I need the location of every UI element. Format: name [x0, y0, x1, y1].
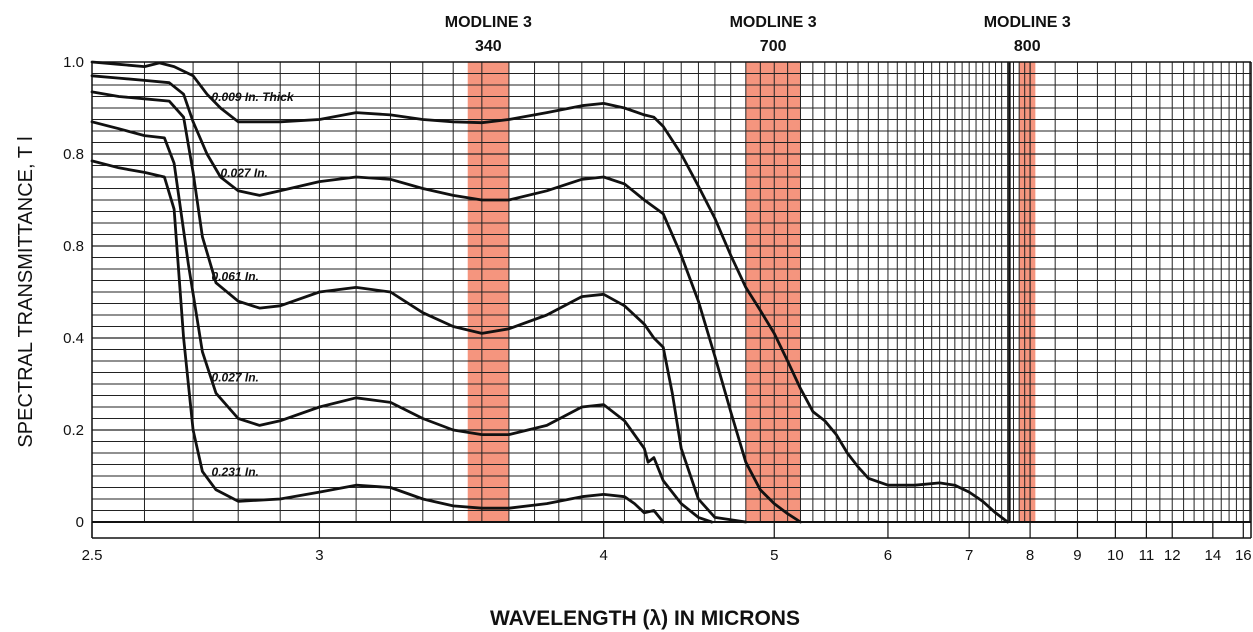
- y-tick-label-2: 0.8: [63, 146, 84, 163]
- band-2-label-line1: MODLINE 3: [730, 14, 817, 31]
- y-tick-label-1: 1.0: [63, 54, 84, 71]
- band-1-label-line2: 340: [475, 38, 502, 55]
- x-axis-title: WAVELENGTH (λ) IN MICRONS: [490, 607, 800, 630]
- series-line-4: [90, 120, 714, 524]
- series-label-3: 0.061 In.: [212, 270, 259, 284]
- x-tick-label-13: 16: [1235, 547, 1252, 564]
- series-label-5: 0.231 In.: [212, 465, 259, 479]
- x-tick-label-10: 11: [1139, 547, 1155, 564]
- ticks-layer: 2.5 3 4 5 6 7 8 9 10 11 12 14 16 1.0 0.8 0.8 0.4 0.2 0: [63, 54, 1251, 564]
- band-3-label-line1: MODLINE 3: [984, 14, 1071, 31]
- x-tick-label-6: 7: [965, 547, 973, 564]
- x-tick-label-8: 9: [1073, 547, 1081, 564]
- y-tick-label-6: 0: [76, 514, 84, 531]
- series-label-4: 0.027 In.: [212, 371, 259, 385]
- x-tick-label-1: 2.5: [82, 547, 103, 564]
- x-tick-label-3: 4: [600, 547, 608, 564]
- y-axis-title: SPECTRAL TRANSMITTANCE, T l: [15, 136, 37, 447]
- y-tick-label-3: 0.8: [63, 238, 84, 255]
- series-line-5: [90, 159, 665, 524]
- series-line-1: [90, 60, 1009, 524]
- band-3-label-line2: 800: [1014, 38, 1041, 55]
- band-2-label-line2: 700: [760, 38, 787, 55]
- x-tick-label-11: 12: [1164, 547, 1181, 564]
- band-1-label-line1: MODLINE 3: [445, 14, 532, 31]
- x-tick-label-4: 5: [770, 547, 778, 564]
- series-label-1: 0.009 In. Thick: [212, 90, 295, 104]
- series-label-2: 0.027 In.: [221, 166, 268, 180]
- y-tick-label-4: 0.4: [63, 330, 84, 347]
- x-tick-label-12: 14: [1204, 547, 1221, 564]
- x-tick-label-2: 3: [315, 547, 323, 564]
- x-tick-label-9: 10: [1107, 547, 1124, 564]
- labels-layer: 0.009 In. Thick 0.027 In. 0.061 In. 0.027 I…: [212, 90, 295, 479]
- y-tick-label-5: 0.2: [63, 422, 84, 439]
- series-line-3: [90, 90, 748, 524]
- x-tick-label-7: 8: [1026, 547, 1034, 564]
- series-layer: [90, 60, 1009, 524]
- grid-layer: [91, 61, 1252, 539]
- x-tick-label-5: 6: [884, 547, 892, 564]
- series-line-2: [90, 74, 802, 524]
- bands-layer: MODLINE 3 340 MODLINE 3 700 MODLINE 3 800: [445, 14, 1071, 522]
